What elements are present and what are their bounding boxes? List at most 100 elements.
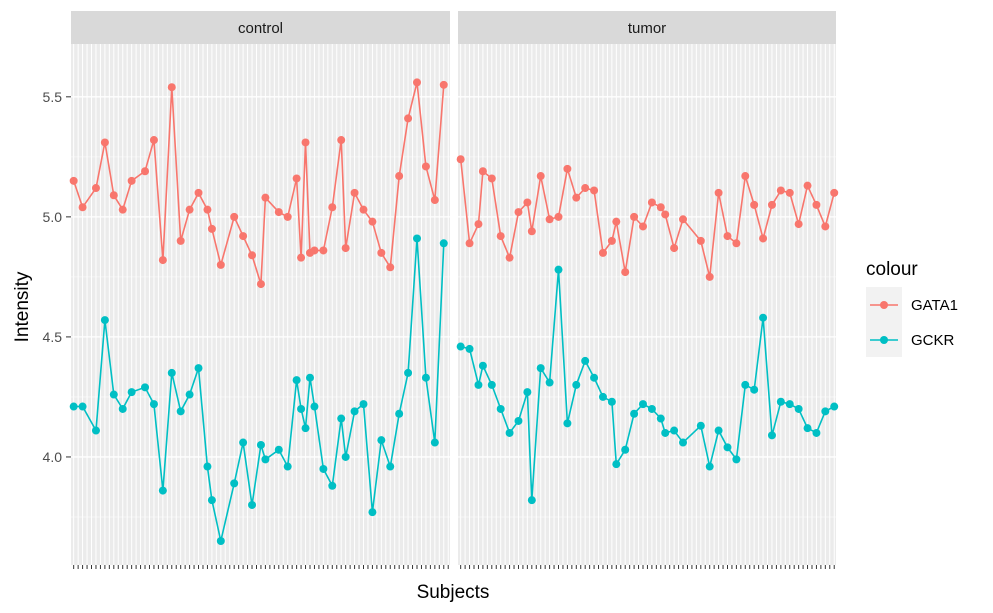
data-point-GCKR: [185, 390, 194, 399]
data-point-GATA1: [759, 234, 768, 243]
y-tick-label: 5.5: [43, 89, 63, 105]
data-point-GATA1: [194, 188, 203, 197]
data-point-GCKR: [554, 265, 563, 274]
data-point-GCKR: [487, 380, 496, 389]
data-point-GCKR: [337, 414, 346, 423]
data-point-GATA1: [118, 205, 127, 214]
data-point-GCKR: [474, 380, 483, 389]
data-point-GCKR: [536, 364, 545, 373]
legend-key-point-GATA1: [880, 301, 888, 309]
data-point-GATA1: [607, 236, 616, 245]
data-point-GCKR: [109, 390, 118, 399]
data-point-GCKR: [341, 452, 350, 461]
data-point-GCKR: [127, 388, 136, 397]
data-point-GCKR: [359, 400, 368, 409]
data-point-GATA1: [630, 212, 639, 221]
data-point-GCKR: [572, 380, 581, 389]
data-point-GCKR: [821, 407, 830, 416]
data-point-GATA1: [301, 138, 310, 147]
data-point-GATA1: [474, 220, 483, 229]
data-point-GATA1: [714, 188, 723, 197]
data-point-GATA1: [430, 196, 439, 205]
data-point-GCKR: [581, 356, 590, 365]
data-point-GCKR: [767, 431, 776, 440]
data-point-GATA1: [696, 236, 705, 245]
data-point-GATA1: [350, 188, 359, 197]
data-point-GATA1: [377, 248, 386, 257]
data-point-GATA1: [368, 217, 377, 226]
data-point-GATA1: [661, 210, 670, 219]
panel-backgrounds: [71, 44, 836, 565]
data-point-GCKR: [100, 316, 109, 325]
data-point-GCKR: [216, 536, 225, 545]
data-point-GCKR: [714, 426, 723, 435]
data-point-GATA1: [395, 172, 404, 181]
data-point-GATA1: [656, 203, 665, 212]
data-point-GCKR: [670, 426, 679, 435]
data-point-GATA1: [207, 224, 216, 233]
data-point-GCKR: [794, 404, 803, 413]
data-point-GATA1: [821, 222, 830, 231]
data-point-GCKR: [248, 500, 257, 509]
y-tick-label: 4.5: [43, 329, 63, 345]
data-point-GATA1: [554, 212, 563, 221]
data-point-GCKR: [283, 462, 292, 471]
data-point-GCKR: [496, 404, 505, 413]
data-point-GCKR: [514, 416, 523, 425]
data-point-GATA1: [670, 244, 679, 253]
data-point-GCKR: [297, 404, 306, 413]
data-point-GCKR: [78, 402, 87, 411]
data-point-GCKR: [158, 486, 167, 495]
data-point-GATA1: [750, 200, 759, 209]
data-point-GATA1: [176, 236, 185, 245]
data-point-GCKR: [328, 481, 337, 490]
data-point-GATA1: [141, 167, 150, 176]
data-point-GCKR: [621, 445, 630, 454]
data-point-GCKR: [149, 400, 158, 409]
legend: colour GATA1 GCKR: [866, 259, 958, 357]
data-point-GCKR: [647, 404, 656, 413]
data-point-GATA1: [456, 155, 465, 164]
data-point-GATA1: [328, 203, 337, 212]
data-point-GATA1: [230, 212, 239, 221]
data-point-GCKR: [527, 496, 536, 505]
data-point-GATA1: [705, 272, 714, 281]
data-point-GATA1: [91, 184, 100, 193]
data-point-GATA1: [203, 205, 212, 214]
data-point-GCKR: [759, 313, 768, 322]
data-point-GATA1: [319, 246, 328, 255]
data-point-GATA1: [812, 200, 821, 209]
legend-entries: GATA1 GCKR: [866, 287, 958, 357]
data-point-GCKR: [91, 426, 100, 435]
data-point-GCKR: [386, 462, 395, 471]
data-point-GCKR: [274, 445, 283, 454]
data-point-GATA1: [404, 114, 413, 123]
data-point-GCKR: [465, 344, 474, 353]
data-point-GATA1: [803, 181, 812, 190]
data-point-GATA1: [185, 205, 194, 214]
data-point-GCKR: [505, 428, 514, 437]
data-point-GCKR: [256, 440, 265, 449]
data-point-GCKR: [194, 364, 203, 373]
data-point-GATA1: [292, 174, 301, 183]
data-point-GCKR: [598, 392, 607, 401]
data-point-GATA1: [723, 232, 732, 241]
data-point-GCKR: [612, 460, 621, 469]
data-point-GCKR: [776, 397, 785, 406]
strip-label-tumor: tumor: [628, 20, 666, 37]
data-point-GATA1: [69, 176, 78, 185]
data-point-GCKR: [377, 436, 386, 445]
facet-strips: control tumor: [71, 11, 836, 44]
data-point-GCKR: [679, 438, 688, 447]
data-point-GCKR: [69, 402, 78, 411]
data-point-GCKR: [404, 368, 413, 377]
data-point-GATA1: [248, 251, 257, 260]
y-tick-label: 4.0: [43, 449, 63, 465]
data-point-GCKR: [523, 388, 532, 397]
data-point-GCKR: [785, 400, 794, 409]
data-point-GCKR: [439, 239, 448, 248]
data-point-GCKR: [203, 462, 212, 471]
data-point-GCKR: [545, 378, 554, 387]
data-point-GCKR: [207, 496, 216, 505]
data-point-GCKR: [305, 373, 314, 382]
